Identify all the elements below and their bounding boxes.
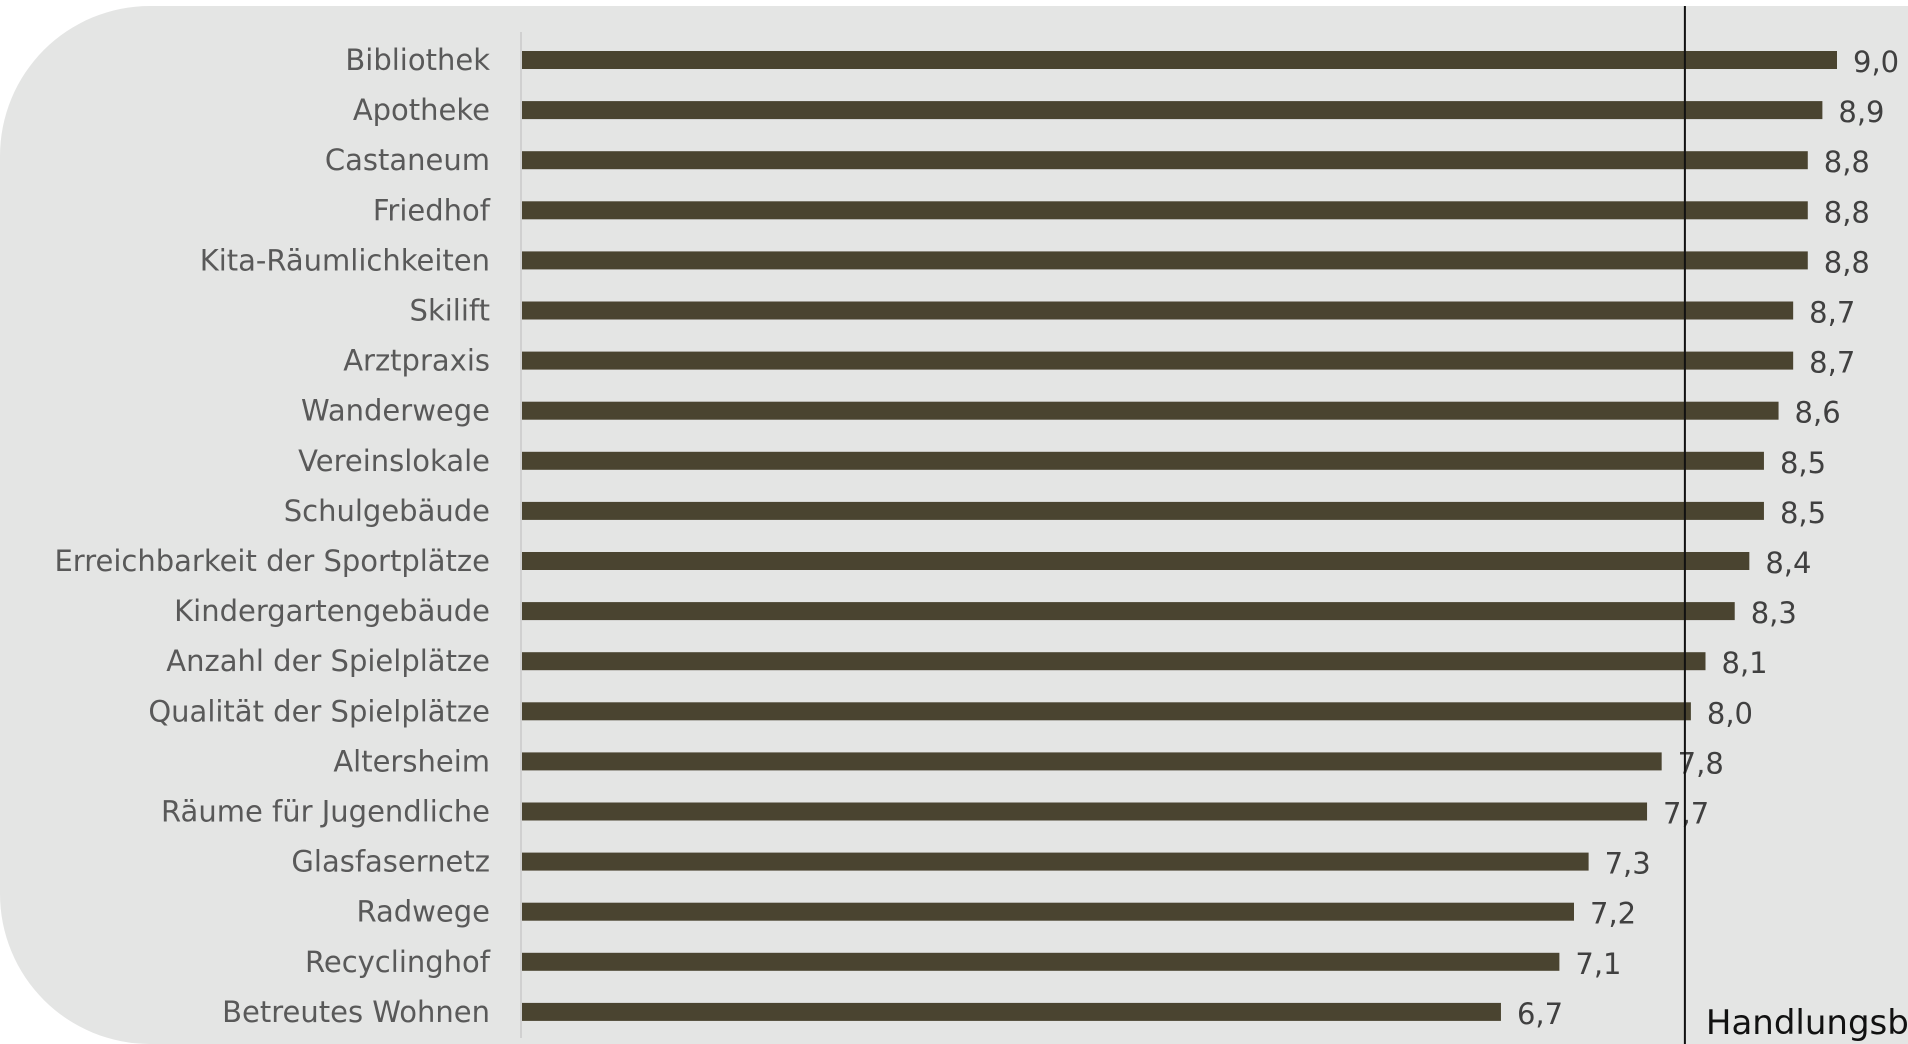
category-label: Castaneum [325,143,490,177]
value-label: 6,7 [1517,997,1563,1031]
bar-9 [522,501,1764,520]
category-label: Erreichbarkeit der Sportplätze [54,544,490,578]
bar-10 [522,552,1750,570]
category-label: Bibliothek [345,43,490,77]
value-label: 8,7 [1809,296,1855,330]
bar-14 [522,752,1662,771]
category-label: Arztpraxis [343,344,490,378]
bar-7 [522,401,1779,420]
value-label: 8,4 [1765,546,1811,580]
value-label: 8,3 [1751,596,1797,630]
bar-18 [522,952,1560,971]
bar-3 [522,201,1808,220]
category-label: Betreutes Wohnen [222,995,490,1029]
value-label: 7,1 [1575,947,1621,981]
category-label: Kita-Räumlichkeiten [200,243,490,277]
value-label: 9,0 [1853,45,1899,79]
bar-11 [522,602,1735,621]
category-label: Räume für Jugendliche [161,795,490,829]
category-label: Apotheke [353,93,490,127]
category-label: Altersheim [333,744,490,778]
value-label: 8,7 [1809,346,1855,380]
value-label: 7,3 [1605,847,1651,881]
category-label: Glasfasernetz [291,845,490,879]
category-labels-group: Bibliothek Apotheke Castaneum Friedhof Kita-… [54,43,490,1029]
value-label: 8,8 [1824,245,1870,279]
bar-16 [522,852,1589,871]
chart-background [0,6,1908,1044]
category-label: Anzahl der Spielplätze [166,644,490,678]
value-label: 8,9 [1838,95,1884,129]
value-label: 8,1 [1722,646,1768,680]
bar-4 [522,251,1808,270]
bar-17 [522,902,1574,921]
value-label: 8,8 [1824,145,1870,179]
category-label: Schulgebäude [284,494,490,528]
value-label: 8,0 [1707,696,1753,730]
value-label: 7,2 [1590,897,1636,931]
bars-group [522,51,1837,1021]
value-label: 7,7 [1663,797,1709,831]
bar-19 [522,1002,1501,1021]
category-label: Radwege [356,895,490,929]
value-label: 8,5 [1780,446,1826,480]
bar-8 [522,451,1764,470]
value-label: 8,6 [1795,396,1841,430]
bar-0 [522,51,1837,69]
category-label: Wanderwege [301,394,490,428]
bar-5 [522,301,1794,320]
value-label: 8,8 [1824,195,1870,229]
category-label: Recyclinghof [305,945,491,979]
bar-13 [522,702,1691,721]
category-label: Kindergartengebäude [174,594,490,628]
bar-12 [522,652,1706,671]
category-label: Vereinslokale [298,444,490,478]
reference-line-label: Handlungsbedarf [1706,1003,1908,1043]
bar-6 [522,351,1794,370]
value-labels-group: 9,0 8,9 8,8 8,8 8,8 8,7 8,7 8,6 8,5 8,5 8,4 8,3 8,1 8… [1517,45,1899,1031]
bar-15 [522,802,1648,821]
category-label: Qualität der Spielplätze [148,694,490,728]
category-label: Friedhof [373,193,491,227]
value-label: 8,5 [1780,496,1826,530]
bar-1 [522,101,1823,120]
bar-2 [522,151,1808,170]
category-label: Skilift [410,294,490,328]
